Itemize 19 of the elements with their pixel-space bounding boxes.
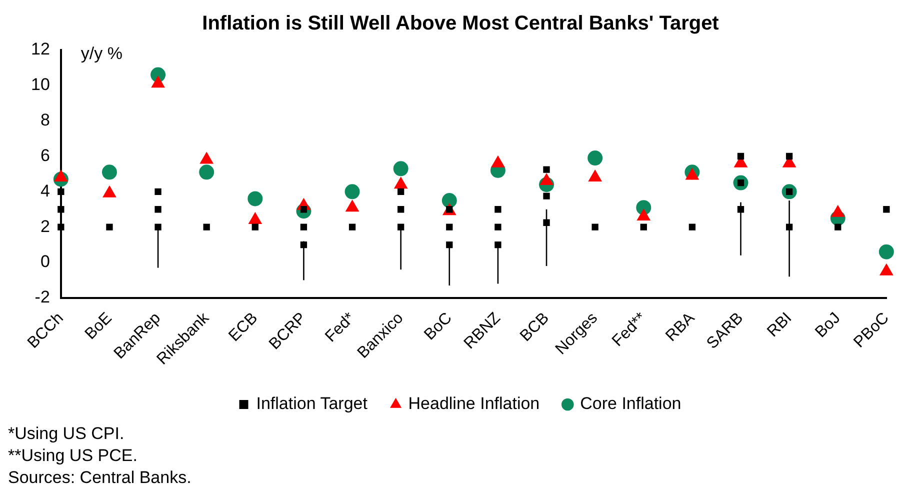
x-tick-label: BoJ bbox=[812, 310, 844, 342]
y-tick-label: 2 bbox=[40, 216, 50, 236]
text: *Using US CPI. bbox=[8, 423, 126, 445]
y-tick-label: -2 bbox=[34, 288, 50, 307]
legend-label: Headline Inflation bbox=[408, 394, 540, 414]
y-axis-title: y/y % bbox=[80, 44, 122, 64]
text: **Using US PCE. bbox=[8, 445, 138, 467]
y-tick-label: 10 bbox=[30, 75, 50, 94]
legend-label: Core Inflation bbox=[580, 394, 682, 414]
y-tick-label: 8 bbox=[40, 110, 50, 130]
legend-label: Inflation Target bbox=[256, 394, 368, 414]
chart-title: Inflation is Still Well Above Most Central Banks' Target bbox=[202, 12, 720, 35]
x-tick-label: BoC bbox=[421, 310, 456, 344]
y-tick-label: 0 bbox=[40, 252, 50, 272]
y-tick-label: 12 bbox=[30, 40, 50, 59]
y-tick-label: 6 bbox=[40, 146, 50, 165]
y-tick-label: 4 bbox=[40, 181, 50, 200]
source-note: Sources: Central Banks. bbox=[8, 467, 192, 489]
x-tick-label: RBI bbox=[764, 310, 796, 340]
